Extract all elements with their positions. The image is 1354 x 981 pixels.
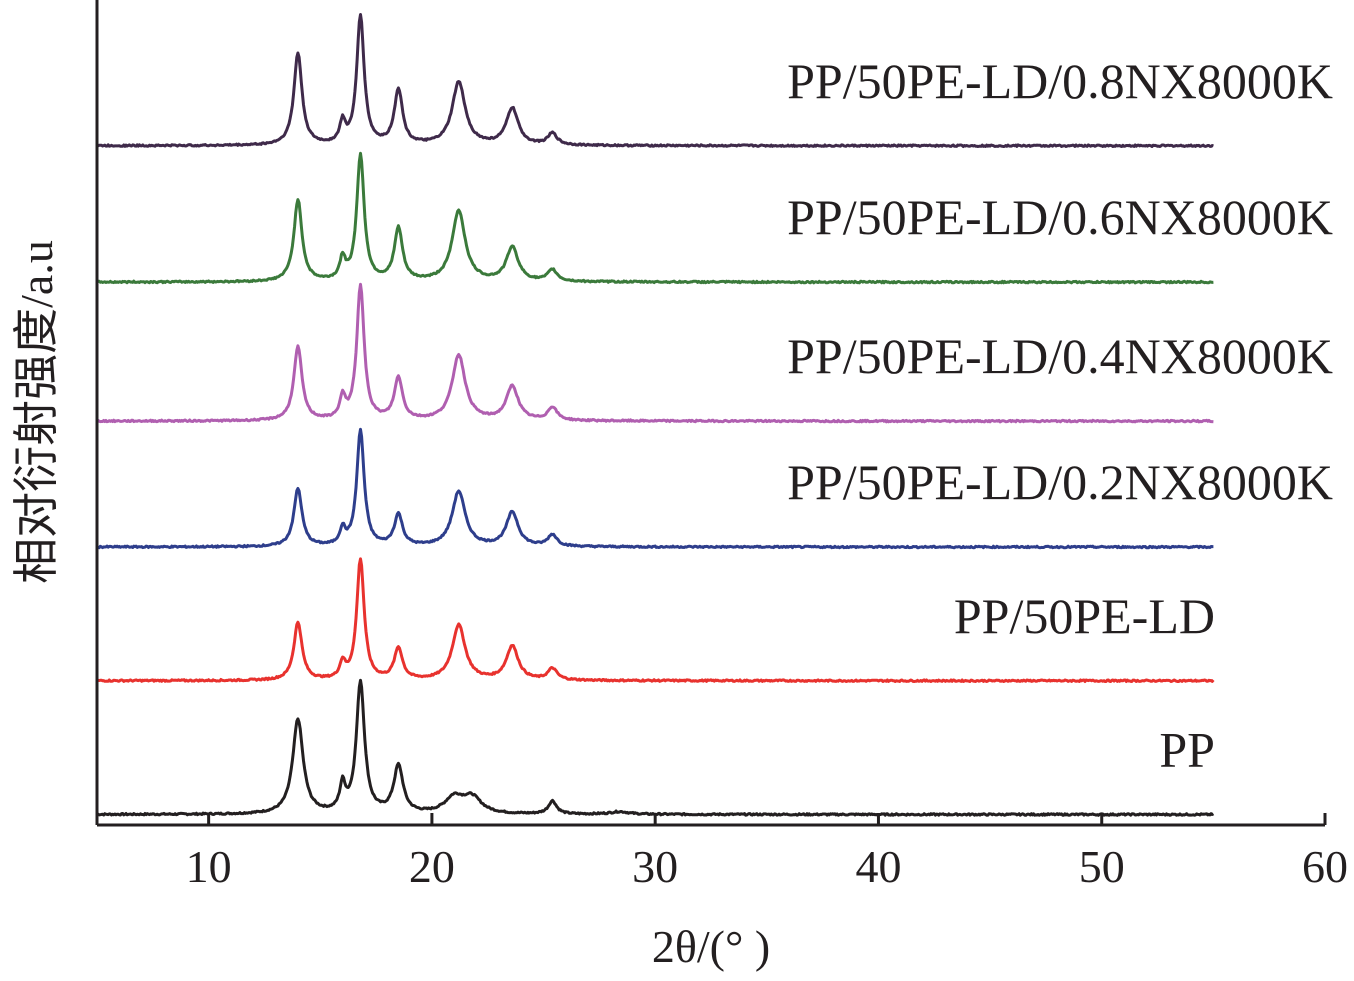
y-axis-title: 相对衍射强度/a.u — [11, 240, 62, 584]
series-line — [96, 13, 1214, 148]
x-tick-label: 60 — [1302, 841, 1348, 892]
series-line — [96, 557, 1215, 683]
series-line — [96, 427, 1214, 550]
x-ticks: 10 20 30 40 50 60 — [186, 813, 1348, 892]
series-line — [96, 282, 1214, 424]
x-axis-title: 2θ/(° ) — [652, 921, 770, 972]
series-label: PP/50PE-LD/0.6NX8000K — [787, 189, 1333, 245]
x-tick-label: 50 — [1079, 841, 1125, 892]
series-label: PP/50PE-LD/0.2NX8000K — [787, 454, 1333, 510]
x-tick-label: 10 — [186, 841, 232, 892]
x-tick-label: 40 — [855, 841, 901, 892]
axes: 10 20 30 40 50 60 — [95, 0, 1348, 892]
x-tick-label: 30 — [632, 841, 678, 892]
series-label: PP — [1159, 722, 1215, 778]
series-label: PP/50PE-LD/0.4NX8000K — [787, 328, 1333, 384]
x-tick-label: 20 — [409, 841, 455, 892]
series-label: PP/50PE-LD — [954, 588, 1215, 644]
series-line — [96, 151, 1214, 285]
series-line — [96, 678, 1215, 817]
plot-area — [96, 13, 1215, 817]
series-label: PP/50PE-LD/0.8NX8000K — [787, 53, 1333, 109]
series-labels: PP PP/50PE-LD PP/50PE-LD/0.2NX8000K PP/50PE… — [787, 53, 1333, 778]
